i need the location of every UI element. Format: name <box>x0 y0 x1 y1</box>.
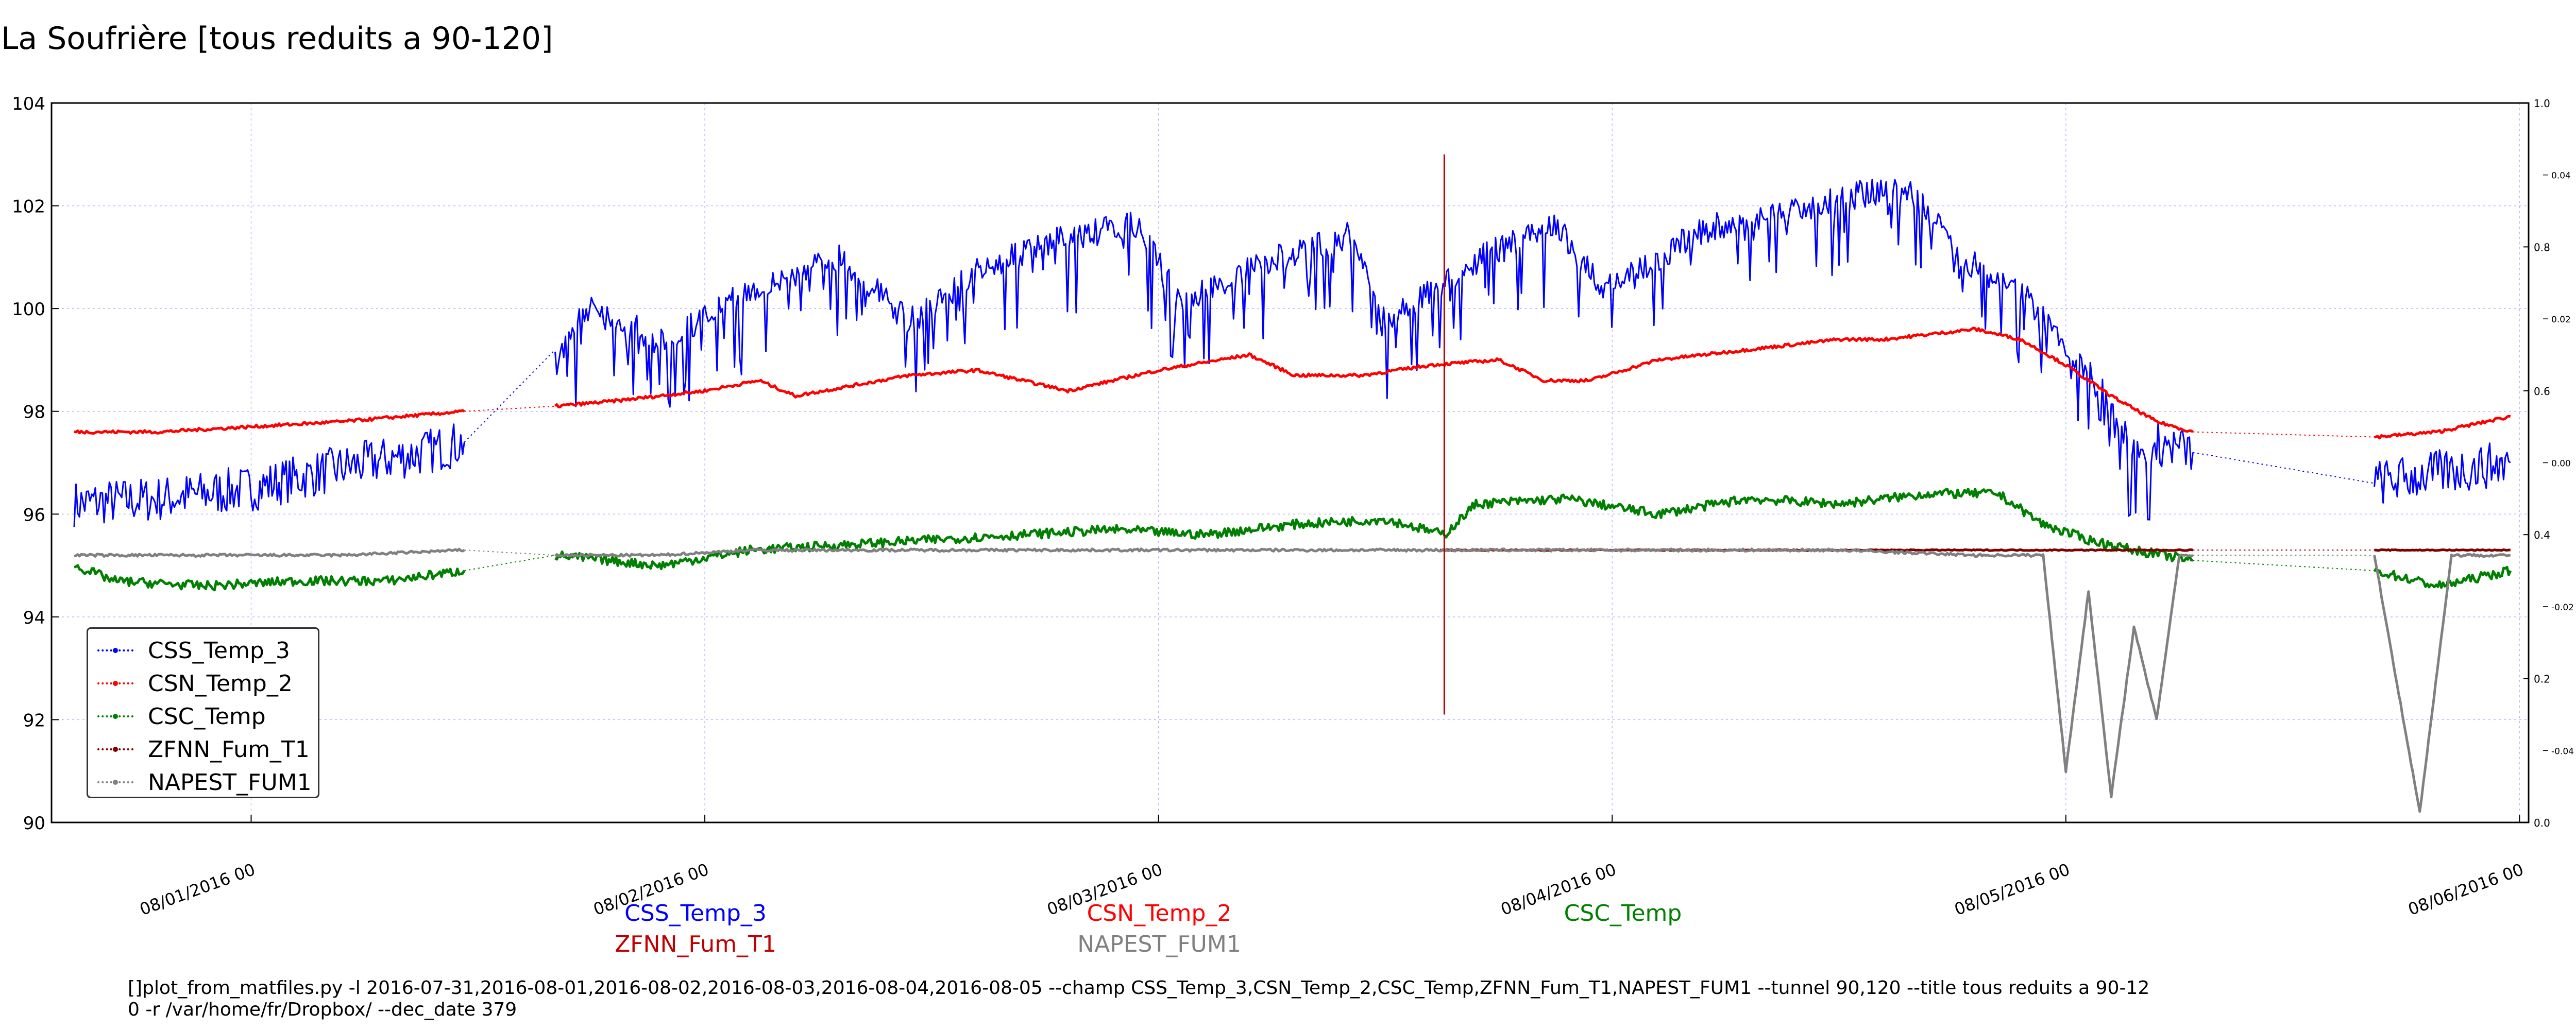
legend-label: CSC_Temp <box>148 703 266 730</box>
right-inner-tick-label: 0.04 <box>2551 171 2571 181</box>
series-line-css-temp-3 <box>2193 452 2375 484</box>
command-line-1: []plot_from_matfiles.py -l 2016-07-31,20… <box>128 977 2150 999</box>
series-line-napest-fum1 <box>73 547 465 558</box>
caption-csn-temp-2: CSN_Temp_2 <box>1087 900 1232 926</box>
series-line-csc-temp <box>464 555 555 571</box>
series-line-csn-temp-2 <box>554 327 2194 433</box>
series-line-csc-temp <box>2193 560 2375 571</box>
plot-frame <box>50 102 2530 823</box>
legend-label: ZFNN_Fum_T1 <box>148 736 310 763</box>
legend: CSS_Temp_3 CSN_Temp_2 CSC_Temp ZFNN_Fum_… <box>87 627 319 798</box>
right-outer-tick-label: 0.8 <box>2534 241 2550 253</box>
series-line-css-temp-3 <box>73 423 465 527</box>
y-tick-label: 92 <box>23 710 45 731</box>
legend-marker <box>97 780 133 785</box>
series-line-napest-fum1 <box>464 550 555 556</box>
caption-css-temp-3: CSS_Temp_3 <box>624 900 767 926</box>
legend-marker <box>97 714 133 719</box>
legend-item-csn-temp-2: CSN_Temp_2 <box>97 670 293 697</box>
series-line-napest-fum1 <box>554 547 2194 799</box>
series-line-zfnn-fum-t1 <box>2374 548 2511 552</box>
caption-napest-fum1: NAPEST_FUM1 <box>1077 931 1241 957</box>
x-tick-label: 08/01/2016 00 <box>137 860 258 919</box>
y-tick-label: 94 <box>23 608 45 628</box>
series-line-csn-temp-2 <box>464 405 555 412</box>
series-line-napest-fum1 <box>2373 553 2511 813</box>
legend-label: CSN_Temp_2 <box>148 670 293 697</box>
series-line-csn-temp-2 <box>2193 431 2375 438</box>
series-line-css-temp-3 <box>554 179 2194 521</box>
right-outer-tick-label: 1.0 <box>2534 97 2550 110</box>
caption-zfnn-fum-t1: ZFNN_Fum_T1 <box>615 931 776 957</box>
legend-label: NAPEST_FUM1 <box>148 769 312 796</box>
legend-item-napest-fum1: NAPEST_FUM1 <box>97 769 312 796</box>
legend-marker <box>97 648 133 653</box>
right-inner-tick-label: -0.04 <box>2551 746 2574 757</box>
legend-item-css-temp-3: CSS_Temp_3 <box>97 637 290 664</box>
y-axis: 90 92 94 96 98 100 102 104 <box>12 94 59 834</box>
right-inner-tick-label: -0.02 <box>2551 603 2574 613</box>
y-tick-label: 100 <box>12 299 45 320</box>
y-tick-label: 104 <box>12 94 45 114</box>
legend-item-zfnn-fum-t1: ZFNN_Fum_T1 <box>97 736 310 763</box>
series-line-csc-temp <box>2373 565 2512 589</box>
command-line: []plot_from_matfiles.py -l 2016-07-31,20… <box>128 977 2149 1021</box>
series-line-css-temp-3 <box>2374 442 2511 504</box>
y-tick-label: 102 <box>12 197 45 217</box>
x-tick-label: 08/05/2016 00 <box>1952 860 2072 919</box>
right-outer-tick-label: 0.2 <box>2534 673 2550 685</box>
caption-csc-temp: CSC_Temp <box>1564 900 1682 926</box>
right-outer-tick-label: 0.4 <box>2534 529 2550 541</box>
y-tick-label: 90 <box>23 813 45 834</box>
series-line-csc-temp <box>554 487 2193 571</box>
plot-area: 90 92 94 96 98 100 102 104 08/01/2016 00 08/02/2… <box>12 94 2574 919</box>
legend-marker <box>97 747 133 752</box>
right-inner-tick-label: 0.02 <box>2551 315 2571 325</box>
right-outer-tick-label: 0.0 <box>2534 817 2550 829</box>
legend-item-csc-temp: CSC_Temp <box>97 703 266 730</box>
series-line-csn-temp-2 <box>74 409 465 435</box>
right-inner-tick-label: 0.00 <box>2551 459 2571 469</box>
series-layer <box>73 154 2512 813</box>
y-tick-label: 96 <box>23 505 45 525</box>
x-tick-label: 08/06/2016 00 <box>2405 860 2526 919</box>
right-outer-tick-label: 0.6 <box>2534 385 2550 398</box>
chart-title: La Soufrière [tous reduits a 90-120] <box>1 21 553 57</box>
series-line-csc-temp <box>73 564 466 592</box>
command-line-2: 0 -r /var/home/fr/Dropbox/ --dec_date 37… <box>128 999 517 1020</box>
series-line-csn-temp-2 <box>2374 415 2511 440</box>
x-axis: 08/01/2016 00 08/02/2016 00 08/03/2016 00 0… <box>137 815 2526 919</box>
y-tick-label: 98 <box>23 402 45 423</box>
right-axis: 0.0 0.2 0.4 0.6 0.8 1.0 -0.04 -0.02 0.00 0.02 0.04 <box>2523 97 2574 829</box>
legend-label: CSS_Temp_3 <box>148 637 290 664</box>
legend-marker <box>97 681 133 686</box>
series-line-css-temp-3 <box>464 349 556 443</box>
